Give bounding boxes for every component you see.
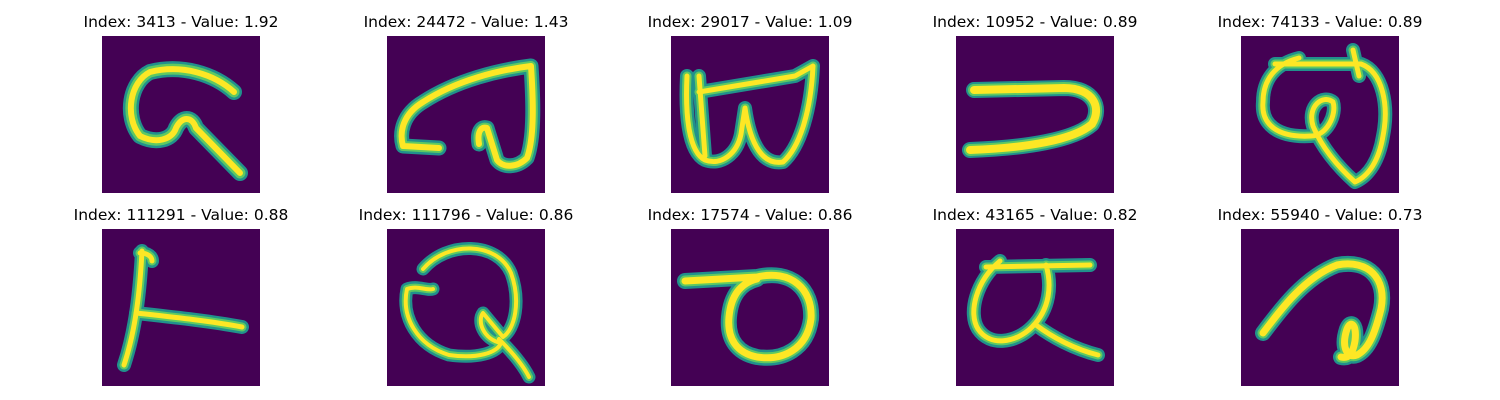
separator: - — [754, 206, 761, 224]
index-label: Index: — [647, 206, 696, 224]
score-value: 1.09 — [817, 13, 853, 31]
glyph-image — [387, 229, 545, 386]
score-value: 0.86 — [817, 206, 853, 224]
glyph-image — [1241, 36, 1399, 193]
glyph-image — [102, 36, 260, 193]
index-label: Index: — [932, 206, 981, 224]
score-value: 0.89 — [1102, 13, 1138, 31]
glyph-image — [671, 229, 829, 386]
glyph-image — [671, 36, 829, 193]
separator: - — [1324, 13, 1331, 31]
handwritten-glyph — [677, 267, 820, 366]
handwritten-glyph — [966, 254, 1105, 362]
value-label: Value: — [1335, 206, 1383, 224]
index-label: Index: — [73, 206, 122, 224]
image-panel-4: Index: 10952 - Value: 0.89 — [933, 13, 1137, 193]
handwritten-glyph — [394, 58, 541, 174]
score-value: 1.43 — [533, 13, 569, 31]
glyph-image — [102, 229, 260, 386]
separator: - — [754, 13, 761, 31]
handwritten-glyph — [679, 59, 820, 170]
score-value: 0.82 — [1102, 206, 1138, 224]
panel-title: Index: 17574 - Value: 0.86 — [648, 206, 853, 224]
index-value: 29017 — [700, 13, 750, 31]
glyph-image — [1241, 229, 1399, 386]
separator: - — [475, 206, 482, 224]
index-label: Index: — [83, 13, 132, 31]
panel-title: Index: 24472 - Value: 1.43 — [364, 13, 569, 31]
index-value: 43165 — [985, 206, 1035, 224]
score-value: 0.86 — [538, 206, 574, 224]
index-value: 111796 — [411, 206, 471, 224]
value-label: Value: — [765, 206, 813, 224]
value-label: Value: — [486, 206, 534, 224]
image-panel-9: Index: 43165 - Value: 0.82 — [933, 206, 1137, 386]
glyph-image — [956, 36, 1114, 193]
panel-title: Index: 3413 - Value: 1.92 — [83, 13, 278, 31]
index-value: 17574 — [700, 206, 750, 224]
glyph-image — [387, 36, 545, 193]
separator: - — [1039, 206, 1046, 224]
separator: - — [190, 206, 197, 224]
score-value: 0.89 — [1387, 13, 1423, 31]
panel-title: Index: 55940 - Value: 0.73 — [1218, 206, 1423, 224]
value-label: Value: — [1050, 13, 1098, 31]
panel-title: Index: 111796 - Value: 0.86 — [359, 206, 574, 224]
image-panel-7: Index: 111796 - Value: 0.86 — [359, 206, 573, 386]
separator: - — [1039, 13, 1046, 31]
handwritten-glyph — [117, 244, 249, 372]
separator: - — [470, 13, 477, 31]
value-label: Value: — [765, 13, 813, 31]
panel-title: Index: 43165 - Value: 0.82 — [933, 206, 1138, 224]
index-label: Index: — [363, 13, 412, 31]
panel-title: Index: 29017 - Value: 1.09 — [648, 13, 853, 31]
value-label: Value: — [481, 13, 529, 31]
index-value: 3413 — [136, 13, 176, 31]
image-panel-8: Index: 17574 - Value: 0.86 — [648, 206, 852, 386]
glyph-image — [956, 229, 1114, 386]
index-label: Index: — [1217, 206, 1266, 224]
index-value: 10952 — [985, 13, 1035, 31]
image-panel-3: Index: 29017 - Value: 1.09 — [648, 13, 852, 193]
index-value: 74133 — [1270, 13, 1320, 31]
value-label: Value: — [191, 13, 240, 31]
handwritten-glyph — [122, 61, 248, 181]
score-value: 0.88 — [253, 206, 289, 224]
index-label: Index: — [1217, 13, 1266, 31]
index-label: Index: — [358, 206, 407, 224]
image-panel-6: Index: 111291 - Value: 0.88 — [74, 206, 288, 386]
image-panel-1: Index: 3413 - Value: 1.92 — [83, 13, 279, 193]
index-label: Index: — [932, 13, 981, 31]
handwritten-glyph — [962, 80, 1104, 158]
value-label: Value: — [201, 206, 249, 224]
panel-title: Index: 111291 - Value: 0.88 — [74, 206, 289, 224]
index-value: 24472 — [416, 13, 466, 31]
image-panel-5: Index: 74133 - Value: 0.89 — [1218, 13, 1422, 193]
handwritten-glyph — [399, 242, 536, 384]
image-panel-2: Index: 24472 - Value: 1.43 — [364, 13, 568, 193]
value-label: Value: — [1050, 206, 1098, 224]
panel-title: Index: 74133 - Value: 0.89 — [1218, 13, 1423, 31]
index-value: 55940 — [1270, 206, 1320, 224]
panel-title: Index: 10952 - Value: 0.89 — [933, 13, 1138, 31]
index-label: Index: — [647, 13, 696, 31]
handwritten-glyph — [1255, 255, 1391, 366]
image-panel-10: Index: 55940 - Value: 0.73 — [1218, 206, 1422, 386]
separator: - — [180, 13, 187, 31]
score-value: 1.92 — [243, 13, 279, 31]
separator: - — [1324, 206, 1331, 224]
score-value: 0.73 — [1387, 206, 1423, 224]
handwritten-glyph — [1255, 43, 1393, 189]
value-label: Value: — [1335, 13, 1383, 31]
index-value: 111291 — [126, 206, 186, 224]
